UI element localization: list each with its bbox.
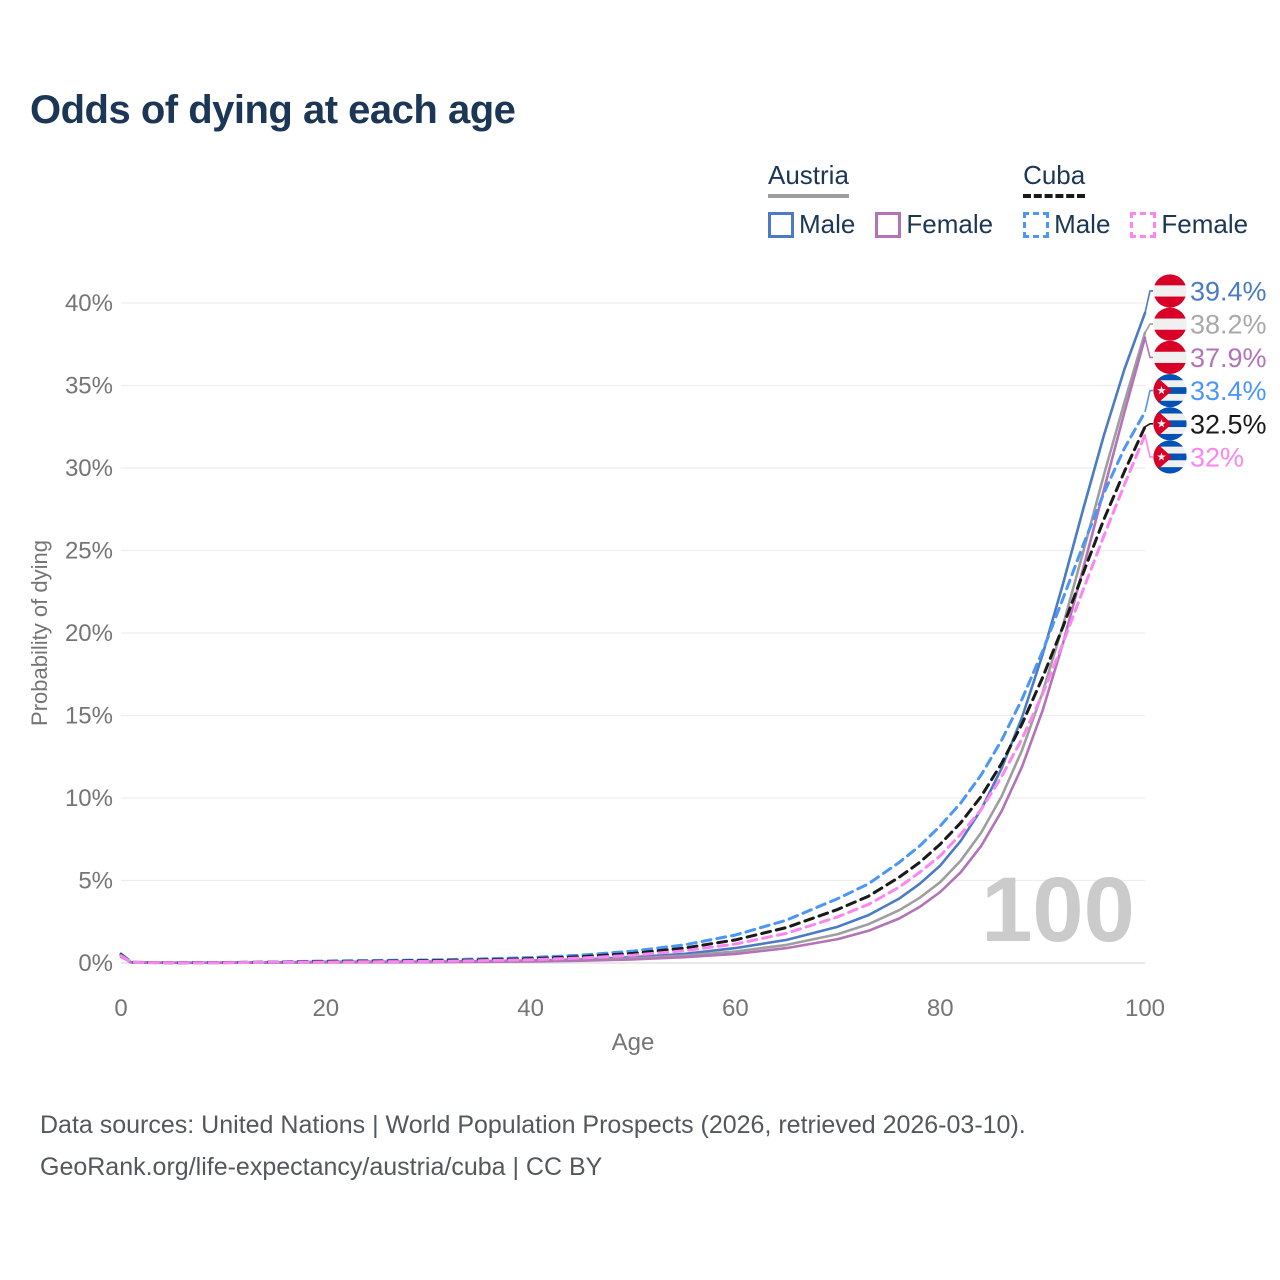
- legend-country-label-cuba: Cuba: [1023, 160, 1086, 198]
- y-tick-label: 0%: [78, 950, 113, 977]
- footer: Data sources: United Nations | World Pop…: [40, 1104, 1026, 1188]
- y-tick-label: 10%: [65, 785, 113, 812]
- legend-items-cuba: Male Female: [1023, 209, 1248, 240]
- cuba-flag-icon: [1153, 440, 1187, 474]
- x-tick-label: 40: [517, 995, 544, 1022]
- page-title: Odds of dying at each age: [30, 88, 516, 132]
- legend: Austria Male Female Cuba Male: [768, 160, 1248, 240]
- legend-item-austria-female[interactable]: Female: [875, 209, 993, 240]
- y-tick-label: 40%: [65, 290, 113, 317]
- cuba-flag-icon: [1153, 407, 1187, 441]
- end-value-label-austria-both: 38.2%: [1190, 310, 1267, 340]
- age-100-watermark: 100: [981, 859, 1135, 961]
- y-tick-label: 5%: [78, 868, 113, 895]
- data-sources-text: Data sources: United Nations | World Pop…: [40, 1111, 1026, 1139]
- cuba-female-swatch-icon: [1130, 211, 1157, 238]
- legend-item-austria-male[interactable]: Male: [768, 209, 855, 240]
- x-tick-label: 80: [927, 995, 954, 1022]
- legend-country-austria: Austria: [768, 160, 993, 198]
- legend-group-austria: Austria Male Female: [768, 160, 993, 240]
- legend-country-label-austria: Austria: [768, 160, 849, 198]
- austria-female-swatch-icon: [875, 211, 902, 238]
- legend-group-cuba: Cuba Male Female: [1023, 160, 1248, 240]
- end-value-label-austria-female: 37.9%: [1190, 343, 1267, 373]
- legend-item-label: Female: [906, 209, 994, 239]
- x-tick-label: 60: [722, 995, 749, 1022]
- y-tick-label: 30%: [65, 455, 113, 482]
- end-label-connector: [1144, 434, 1153, 458]
- series-line-cuba-female[interactable]: [119, 433, 1147, 965]
- legend-item-label: Female: [1161, 209, 1249, 239]
- end-label-connector: [1144, 323, 1153, 334]
- line-chart: 0% 5% 10% 15% 20% 25% 30% 35% 40% 0 20 40 60 80 100 Age…: [27, 0, 1267, 1056]
- y-tick-label: 20%: [65, 620, 113, 647]
- cuba-male-swatch-icon: [1023, 211, 1050, 238]
- legend-item-cuba-male[interactable]: Male: [1023, 209, 1110, 240]
- attribution-text: GeoRank.org/life-expectancy/austria/cuba…: [40, 1153, 603, 1181]
- end-value-label-cuba-male: 33.4%: [1190, 376, 1267, 406]
- end-value-label-cuba-female: 32%: [1190, 442, 1244, 472]
- legend-item-label: Male: [799, 209, 856, 239]
- y-tick-label: 35%: [65, 373, 113, 400]
- end-value-label-austria-male: 39.4%: [1190, 276, 1267, 306]
- y-tick-label: 15%: [65, 703, 113, 730]
- austria-flag-icon: [1153, 274, 1187, 308]
- legend-items-austria: Male Female: [768, 209, 993, 240]
- legend-item-cuba-female[interactable]: Female: [1130, 209, 1248, 240]
- cuba-flag-icon: [1153, 374, 1187, 408]
- y-axis-title: Probability of dying: [27, 540, 52, 726]
- x-tick-label: 100: [1125, 995, 1165, 1022]
- austria-male-swatch-icon: [768, 211, 794, 238]
- legend-country-cuba: Cuba: [1023, 160, 1248, 198]
- x-tick-label: 0: [114, 995, 127, 1022]
- legend-item-label: Male: [1054, 209, 1111, 239]
- austria-flag-icon: [1153, 340, 1187, 374]
- end-label-connector: [1144, 290, 1153, 314]
- austria-flag-icon: [1153, 307, 1187, 341]
- x-tick-label: 20: [312, 995, 339, 1022]
- end-label-connector: [1144, 423, 1153, 428]
- end-label-connector: [1144, 389, 1153, 413]
- x-axis-title: Age: [612, 1029, 655, 1056]
- end-label-connector: [1144, 337, 1153, 359]
- y-tick-label: 25%: [65, 538, 113, 565]
- end-value-label-cuba-both: 32.5%: [1190, 409, 1267, 439]
